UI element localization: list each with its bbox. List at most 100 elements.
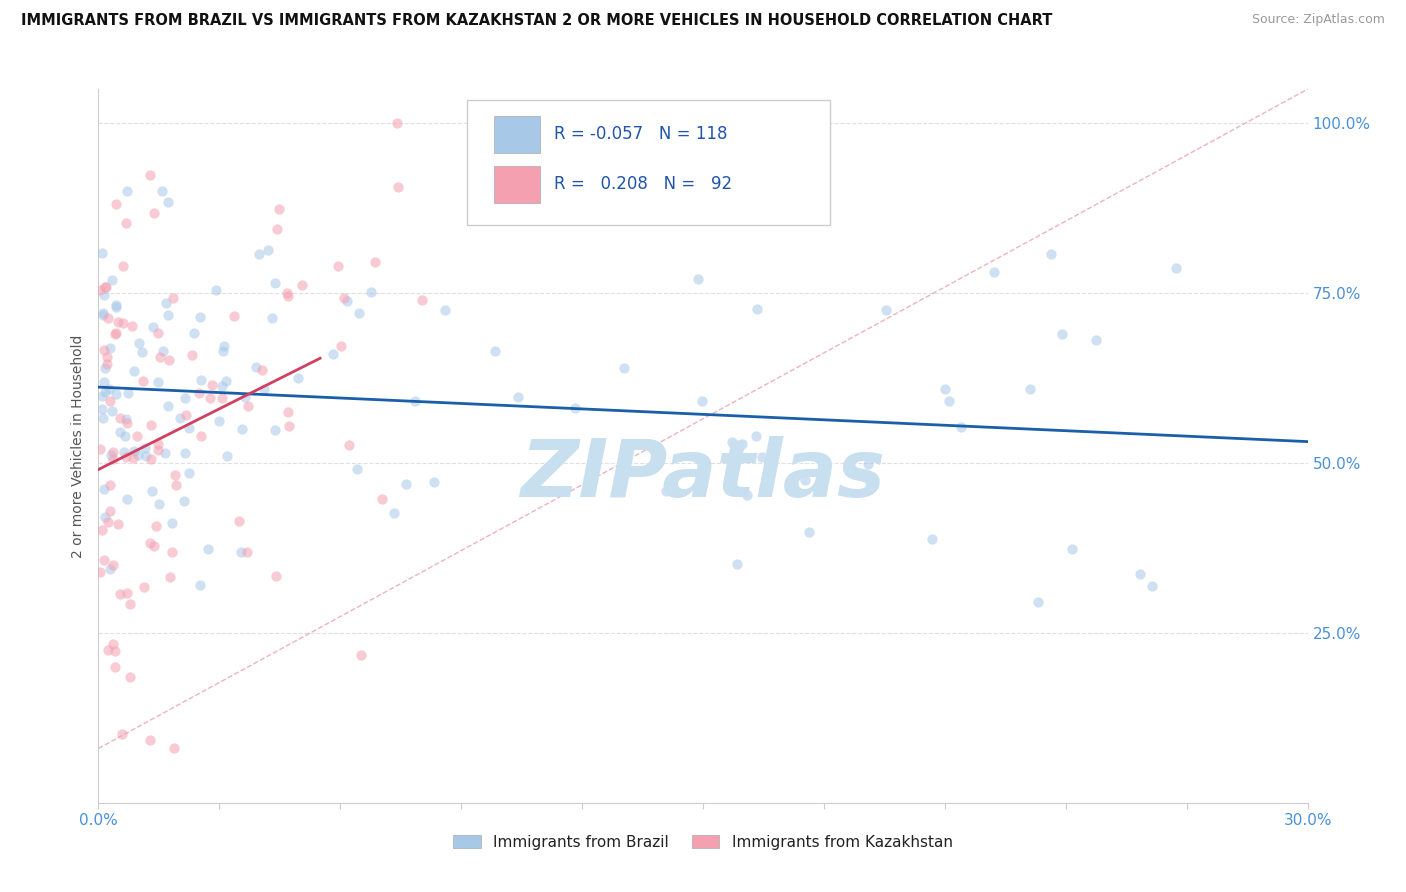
Point (322, 347, 344, 361)
Point (104, 644, 127, 658)
Point (173, 494, 195, 508)
Point (155, 296, 177, 310)
Point (197, 542, 219, 557)
Point (157, 399, 180, 413)
Point (277, 418, 299, 433)
Point (98, 504, 121, 518)
Point (233, 390, 256, 404)
Point (277, 288, 299, 302)
Point (174, 392, 197, 406)
Point (188, 310, 211, 324)
Point (122, 364, 145, 378)
Point (938, 394, 960, 409)
Point (174, 408, 197, 422)
Point (215, 375, 238, 389)
Point (162, 544, 184, 558)
Point (484, 343, 506, 358)
Point (751, 450, 773, 465)
Point (146, 375, 169, 389)
Point (100, 272, 122, 286)
Point (276, 286, 298, 301)
Point (112, 260, 135, 274)
Point (212, 339, 235, 353)
Point (103, 637, 125, 651)
Point (104, 197, 127, 211)
Point (107, 516, 129, 531)
Text: Source: ZipAtlas.com: Source: ZipAtlas.com (1251, 13, 1385, 27)
FancyBboxPatch shape (467, 100, 830, 225)
Point (104, 660, 127, 674)
Point (134, 441, 156, 455)
Point (135, 450, 157, 464)
Point (139, 418, 162, 433)
Point (256, 244, 278, 258)
Point (337, 438, 360, 452)
Point (263, 277, 285, 291)
Point (264, 568, 287, 582)
Point (326, 259, 349, 273)
Point (93, 376, 115, 390)
Point (721, 435, 744, 450)
Point (165, 468, 187, 483)
Point (94, 361, 117, 376)
Point (1084, 333, 1107, 347)
Point (364, 255, 387, 269)
Text: ZIPatlas: ZIPatlas (520, 435, 886, 514)
Point (173, 446, 195, 460)
Point (150, 184, 173, 198)
Point (101, 404, 124, 418)
Point (253, 382, 276, 396)
Point (96, 280, 118, 294)
Point (745, 428, 768, 442)
Point (190, 429, 212, 443)
Point (686, 271, 709, 285)
Point (112, 317, 135, 331)
Point (93, 553, 115, 567)
Point (146, 326, 169, 341)
Point (132, 580, 155, 594)
Point (94, 279, 117, 293)
Point (100, 448, 122, 462)
Point (98, 341, 121, 355)
Point (349, 306, 371, 320)
Point (260, 311, 283, 326)
Point (224, 309, 246, 323)
Point (107, 315, 129, 329)
Point (148, 497, 170, 511)
Point (118, 597, 141, 611)
Point (266, 222, 288, 236)
Point (93, 343, 115, 358)
Point (267, 202, 290, 216)
Point (160, 516, 183, 530)
Point (1062, 541, 1084, 556)
Point (190, 577, 212, 591)
Point (127, 448, 149, 462)
Point (89, 565, 111, 579)
Point (236, 399, 259, 413)
Point (730, 437, 752, 451)
Point (143, 539, 166, 553)
Point (228, 514, 250, 528)
Point (139, 732, 162, 747)
Point (105, 298, 128, 312)
Point (291, 278, 314, 293)
Point (794, 473, 817, 487)
Point (747, 301, 769, 316)
Point (735, 488, 758, 502)
Point (208, 414, 231, 428)
Point (858, 457, 880, 471)
Point (94, 385, 117, 400)
Point (1039, 247, 1062, 261)
Point (1129, 567, 1152, 582)
Point (97, 382, 120, 396)
Point (382, 506, 405, 520)
Point (139, 451, 162, 466)
Point (179, 467, 201, 481)
Point (1028, 595, 1050, 609)
FancyBboxPatch shape (494, 116, 540, 153)
Point (104, 300, 127, 314)
Point (350, 648, 373, 663)
Point (188, 385, 211, 400)
Point (115, 184, 138, 198)
Point (108, 425, 131, 439)
